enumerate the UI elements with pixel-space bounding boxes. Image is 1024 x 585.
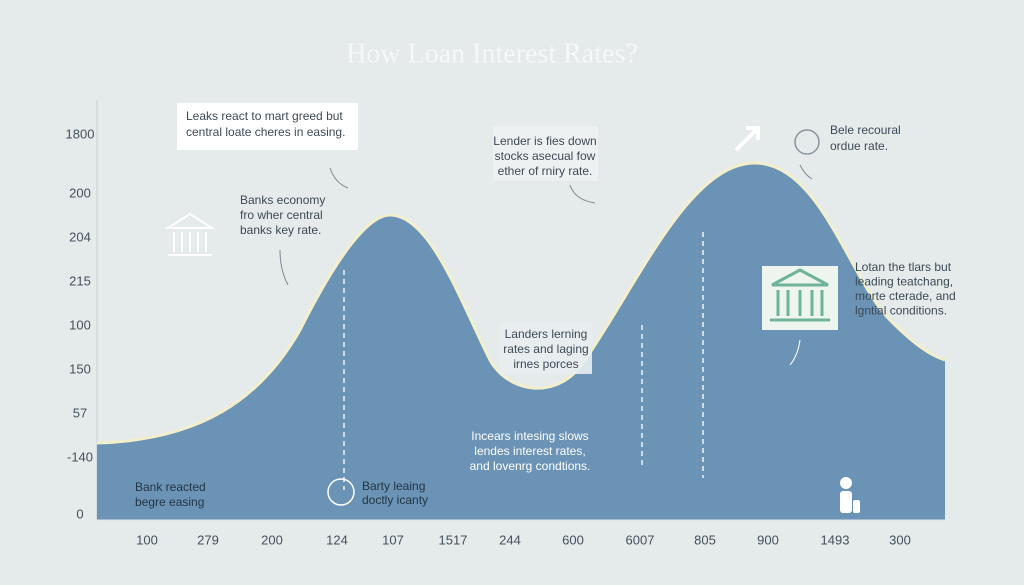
annotation-text: lgntial conditions. xyxy=(855,304,947,318)
annotation-box xyxy=(493,126,598,181)
x-axis-label: 279 xyxy=(197,532,219,547)
x-axis-label: 100 xyxy=(136,532,158,547)
y-axis-label: 57 xyxy=(73,405,87,420)
annotation-text: Incears intesing slows xyxy=(471,429,588,443)
annotation-text: Bank reacted xyxy=(135,480,206,494)
annotation-text: ordue rate. xyxy=(830,139,888,153)
x-axis-label: 200 xyxy=(261,532,283,547)
x-axis-label: 900 xyxy=(757,532,779,547)
annotation-text: ether of rniry rate. xyxy=(498,164,593,178)
x-axis-label: 1517 xyxy=(439,532,468,547)
title: How Loan Interest Rates? xyxy=(346,38,638,69)
annotation-text: stocks asecual fow xyxy=(495,149,596,163)
annotation-text: Leaks react to mart greed but xyxy=(186,109,343,123)
x-axis-label: 6007 xyxy=(626,532,655,547)
y-axis-label: 100 xyxy=(69,317,91,332)
dashed-markers xyxy=(343,232,704,490)
annotation-text: lendes interest rates, xyxy=(474,444,585,458)
x-axis-label: 107 xyxy=(382,532,404,547)
y-axis-label: 0 xyxy=(76,506,83,521)
arrow-icon xyxy=(734,126,760,152)
annotation-text: leading teatchang, xyxy=(855,275,953,289)
y-axis-label: 204 xyxy=(69,229,91,244)
annotation-text: and lovenrg condtions. xyxy=(470,459,591,473)
y-axis-label: 1800 xyxy=(66,126,95,141)
x-axis-label: 1493 xyxy=(821,532,850,547)
annotation-text: doctly icanty xyxy=(362,493,428,507)
y-axis-label: -140 xyxy=(67,449,93,464)
annotation-text: fro wher central xyxy=(240,208,323,222)
annotation-box xyxy=(177,103,358,150)
annotation-text: Banks economy xyxy=(240,193,325,207)
annotation-text: banks key rate. xyxy=(240,223,321,237)
curve-edge xyxy=(96,161,946,445)
annotation-text: Landers lerning xyxy=(505,327,588,341)
annotation-text: central loate cheres in easing. xyxy=(186,125,345,139)
annotation-text: Lender is fies down xyxy=(493,134,596,148)
bank-icon-card xyxy=(762,266,838,330)
annotation-text: begre easing xyxy=(135,495,204,509)
x-axis-label: 805 xyxy=(694,532,716,547)
x-axis-label: 244 xyxy=(499,532,521,547)
y-axis-label: 200 xyxy=(69,185,91,200)
x-axis-label: 300 xyxy=(889,532,911,547)
x-axis-label: 600 xyxy=(562,532,584,547)
annotation-text: morte cterade, and xyxy=(855,289,956,303)
x-axis-label: 124 xyxy=(326,532,348,547)
annotation-text: Bele recoural xyxy=(830,123,901,137)
annotation-text: rates and laging xyxy=(503,342,588,356)
annotation-text: Barty leaing xyxy=(362,479,425,493)
area-curve xyxy=(97,163,945,520)
bank-icon xyxy=(164,212,216,256)
person-icon xyxy=(840,477,860,513)
annotation-text: irnes porces xyxy=(513,357,578,371)
y-axis-label: 215 xyxy=(69,273,91,288)
y-axis-label: 150 xyxy=(69,361,91,376)
pointer-arrows xyxy=(279,164,813,366)
annotation-text: Lotan the tlars but xyxy=(855,260,952,274)
badge-icons xyxy=(327,129,820,506)
annotation-box xyxy=(500,322,592,374)
